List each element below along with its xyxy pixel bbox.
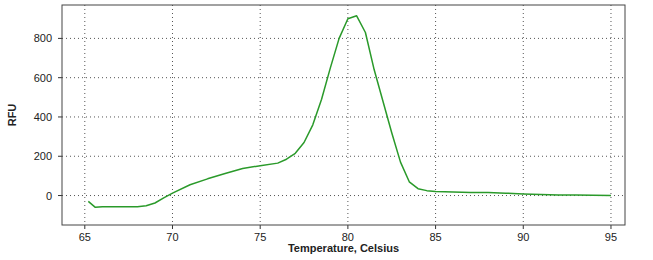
tick [58, 156, 62, 157]
grid-line [610, 5, 611, 225]
plot-area [62, 5, 625, 225]
tick-label: 85 [429, 231, 441, 243]
tick-label: 200 [34, 150, 52, 162]
series-line [88, 16, 611, 208]
tick-label: 95 [605, 231, 617, 243]
tick [523, 225, 524, 229]
tick [347, 225, 348, 229]
grid-line [62, 77, 625, 78]
tick-label: 75 [254, 231, 266, 243]
tick-label: 400 [34, 111, 52, 123]
grid-line [347, 5, 348, 225]
tick [84, 225, 85, 229]
x-axis-label: Temperature, Celsius [288, 242, 399, 254]
grid-line [523, 5, 524, 225]
series-group [88, 16, 611, 208]
grid-line [62, 38, 625, 39]
grid-line [84, 5, 85, 225]
tick-label: 600 [34, 72, 52, 84]
tick [58, 195, 62, 196]
chart: 020040060080065707580859095Temperature, … [0, 0, 653, 260]
tick-label: 0 [46, 190, 52, 202]
tick-label: 90 [517, 231, 529, 243]
tick [58, 77, 62, 78]
tick-label: 70 [166, 231, 178, 243]
tick [435, 225, 436, 229]
plot-frame [62, 5, 625, 225]
grid-line [260, 5, 261, 225]
tick [172, 225, 173, 229]
tick [610, 225, 611, 229]
tick-label: 65 [79, 231, 91, 243]
tick-label: 800 [34, 32, 52, 44]
grid-line [62, 156, 625, 157]
grid-line [62, 116, 625, 117]
y-axis-label: RFU [6, 104, 18, 127]
tick [58, 38, 62, 39]
tick [58, 116, 62, 117]
tick [260, 225, 261, 229]
grid-line [172, 5, 173, 225]
